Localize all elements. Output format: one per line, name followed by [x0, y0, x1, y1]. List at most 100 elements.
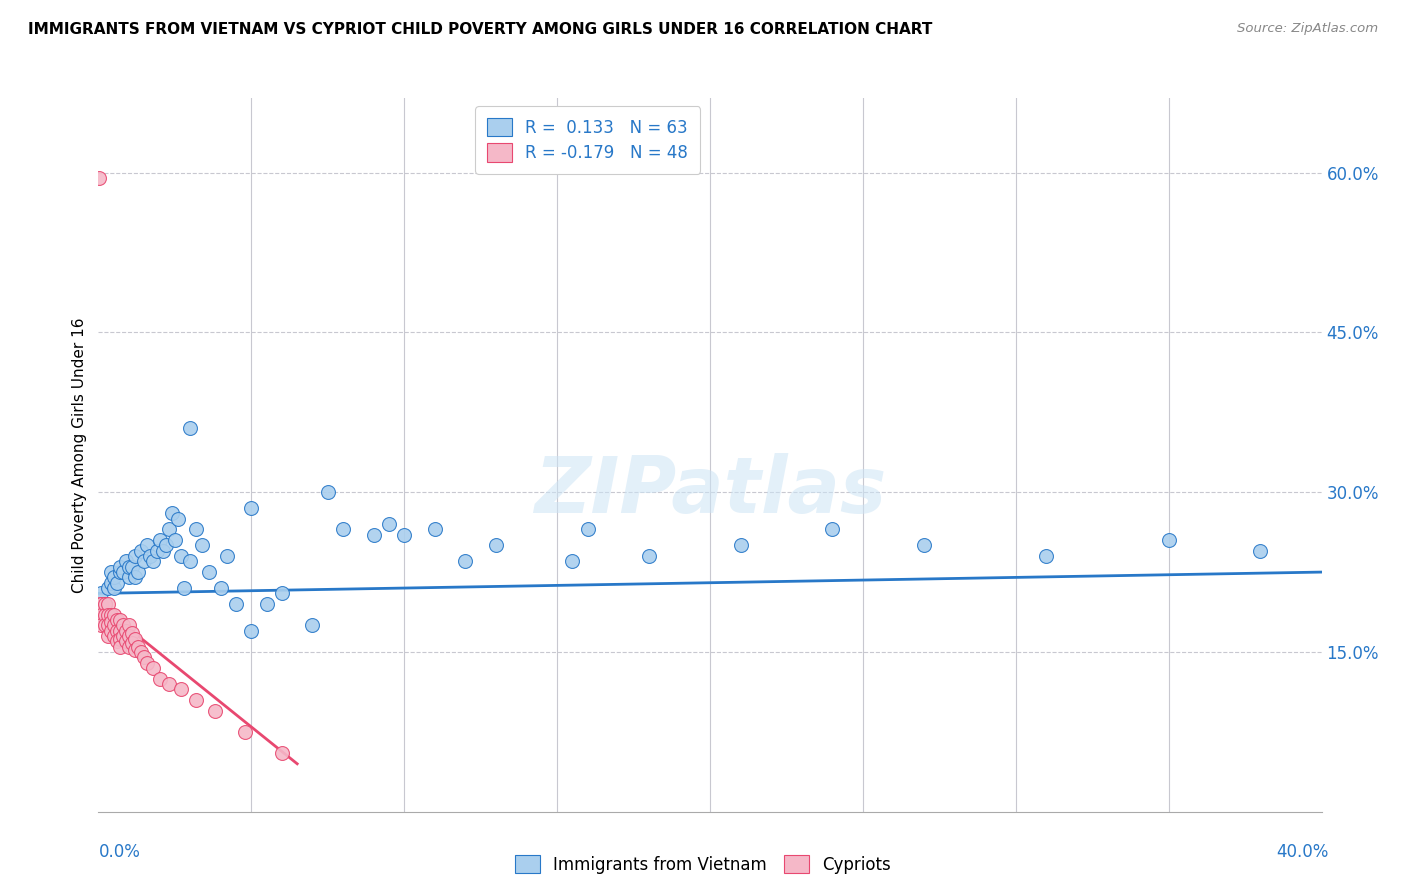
Point	[108, 640, 131, 654]
Point	[97, 581, 120, 595]
Point	[204, 704, 226, 718]
Point	[454, 554, 477, 568]
Text: ZIPatlas: ZIPatlas	[534, 452, 886, 529]
Point	[240, 624, 263, 638]
Point	[485, 538, 508, 552]
Point	[124, 570, 146, 584]
Point	[108, 624, 131, 638]
Point	[129, 543, 152, 558]
Point	[108, 632, 131, 647]
Point	[103, 570, 125, 584]
Point	[821, 523, 844, 537]
Point	[100, 575, 122, 590]
Point	[179, 554, 201, 568]
Point	[124, 549, 146, 563]
Point	[124, 632, 146, 647]
Point	[170, 549, 193, 563]
Point	[1157, 533, 1180, 548]
Point	[93, 597, 115, 611]
Point	[100, 607, 122, 622]
Point	[142, 554, 165, 568]
Point	[149, 533, 172, 548]
Text: 40.0%: 40.0%	[1277, 843, 1329, 861]
Point	[155, 538, 177, 552]
Point	[115, 624, 138, 638]
Point	[121, 636, 143, 650]
Point	[561, 554, 583, 568]
Point	[105, 624, 128, 638]
Text: 0.0%: 0.0%	[98, 843, 141, 861]
Point	[103, 607, 125, 622]
Point	[378, 517, 401, 532]
Point	[191, 538, 214, 552]
Point	[89, 597, 111, 611]
Point	[129, 645, 152, 659]
Point	[152, 543, 174, 558]
Point	[93, 607, 115, 622]
Point	[145, 543, 167, 558]
Point	[111, 565, 134, 579]
Legend: R =  0.133   N = 63, R = -0.179   N = 48: R = 0.133 N = 63, R = -0.179 N = 48	[475, 106, 700, 174]
Point	[170, 682, 193, 697]
Point	[912, 538, 935, 552]
Point	[136, 538, 159, 552]
Point	[93, 618, 115, 632]
Point	[332, 523, 354, 537]
Point	[100, 565, 122, 579]
Point	[93, 597, 115, 611]
Point	[100, 624, 122, 638]
Point	[115, 634, 138, 648]
Point	[392, 528, 416, 542]
Text: Source: ZipAtlas.com: Source: ZipAtlas.com	[1237, 22, 1378, 36]
Text: IMMIGRANTS FROM VIETNAM VS CYPRIOT CHILD POVERTY AMONG GIRLS UNDER 16 CORRELATIO: IMMIGRANTS FROM VIETNAM VS CYPRIOT CHILD…	[28, 22, 932, 37]
Point	[100, 615, 122, 629]
Point	[103, 629, 125, 643]
Point	[1249, 543, 1271, 558]
Y-axis label: Child Poverty Among Girls Under 16: Child Poverty Among Girls Under 16	[72, 318, 87, 592]
Point	[256, 597, 278, 611]
Point	[270, 586, 292, 600]
Point	[111, 629, 134, 643]
Point	[97, 607, 120, 622]
Point	[90, 607, 112, 622]
Point	[118, 570, 141, 584]
Point	[1035, 549, 1057, 563]
Point	[108, 565, 131, 579]
Point	[121, 625, 143, 640]
Point	[142, 661, 165, 675]
Point	[270, 746, 292, 760]
Point	[233, 724, 256, 739]
Point	[301, 618, 323, 632]
Point	[576, 523, 599, 537]
Point	[118, 640, 141, 654]
Point	[108, 613, 131, 627]
Point	[139, 549, 162, 563]
Point	[105, 575, 128, 590]
Point	[240, 501, 263, 516]
Point	[730, 538, 752, 552]
Point	[89, 171, 111, 186]
Point	[197, 565, 219, 579]
Point	[121, 559, 143, 574]
Point	[124, 643, 146, 657]
Point	[316, 485, 339, 500]
Point	[90, 597, 112, 611]
Point	[108, 559, 131, 574]
Point	[134, 650, 156, 665]
Point	[167, 512, 190, 526]
Point	[127, 640, 149, 654]
Point	[118, 559, 141, 574]
Point	[186, 523, 208, 537]
Point	[157, 677, 180, 691]
Point	[127, 565, 149, 579]
Point	[209, 581, 232, 595]
Point	[118, 629, 141, 643]
Point	[637, 549, 661, 563]
Point	[163, 533, 186, 548]
Point	[157, 523, 180, 537]
Point	[105, 613, 128, 627]
Point	[111, 618, 134, 632]
Point	[90, 618, 112, 632]
Point	[173, 581, 195, 595]
Point	[103, 618, 125, 632]
